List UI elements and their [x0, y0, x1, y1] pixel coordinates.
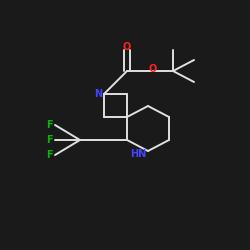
Text: F: F [46, 120, 53, 130]
Text: F: F [46, 135, 53, 145]
Text: N: N [94, 89, 102, 99]
Text: F: F [46, 150, 53, 160]
Text: HN: HN [130, 149, 146, 159]
Text: O: O [123, 42, 131, 52]
Text: O: O [148, 64, 156, 74]
